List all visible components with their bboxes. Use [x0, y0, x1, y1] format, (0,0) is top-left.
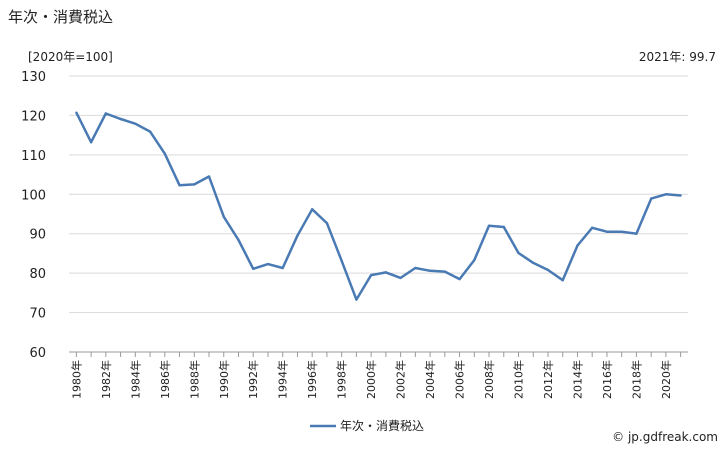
- x-tick-label: 2008年: [482, 360, 496, 399]
- y-tick-label: 60: [29, 346, 46, 361]
- data-point: [355, 298, 358, 301]
- data-point: [620, 230, 623, 233]
- data-point: [163, 152, 166, 155]
- y-tick-label: 130: [21, 70, 46, 85]
- x-tick-label: 1988年: [187, 360, 201, 399]
- x-tick-label: 2010年: [512, 360, 526, 399]
- x-tick-label: 2012年: [541, 360, 555, 399]
- data-point: [487, 224, 491, 228]
- y-tick-label: 100: [21, 188, 46, 203]
- data-point: [664, 193, 668, 196]
- x-tick-label: 1994年: [276, 360, 290, 399]
- y-tick-label: 90: [29, 228, 46, 243]
- data-point: [296, 234, 299, 237]
- data-point: [340, 259, 343, 263]
- latest-value: 2021年: 99.7: [638, 50, 716, 64]
- data-point: [443, 270, 447, 273]
- data-point: [502, 225, 505, 229]
- data-point: [428, 269, 432, 272]
- x-tick-label: 2016年: [600, 360, 614, 399]
- data-point: [414, 266, 417, 270]
- data-point: [473, 258, 476, 262]
- data-point: [193, 183, 196, 186]
- data-point: [178, 184, 181, 187]
- data-point: [605, 230, 609, 233]
- x-tick-label: 2000年: [364, 360, 378, 399]
- data-point: [237, 238, 240, 242]
- x-tick-label: 1992年: [246, 360, 260, 399]
- data-point: [458, 277, 461, 281]
- data-point: [635, 232, 638, 235]
- unit-note: [2020年=100]: [28, 50, 113, 64]
- x-tick-label: 2018年: [629, 360, 643, 399]
- data-point: [546, 268, 550, 272]
- data-point: [75, 111, 78, 114]
- chart-title: 年次・消費税込: [8, 8, 114, 26]
- data-point: [104, 112, 108, 115]
- x-tick-label: 1990年: [217, 360, 231, 399]
- data-point: [399, 276, 402, 280]
- x-tick-label: 1980年: [69, 360, 83, 399]
- y-tick-label: 110: [21, 149, 46, 164]
- data-point: [252, 267, 255, 271]
- data-point: [517, 251, 520, 255]
- data-point: [222, 215, 225, 218]
- data-point: [369, 273, 373, 277]
- data-point: [591, 226, 594, 229]
- y-tick-label: 120: [21, 109, 46, 124]
- y-tick-label: 80: [29, 267, 46, 282]
- data-point: [310, 208, 314, 211]
- data-point: [576, 244, 579, 247]
- data-point: [325, 221, 329, 225]
- data-point: [89, 141, 93, 144]
- x-tick-label: 1986年: [158, 360, 172, 399]
- data-point: [281, 266, 284, 270]
- data-point: [207, 175, 211, 178]
- data-point: [266, 262, 270, 266]
- x-tick-label: 1998年: [335, 360, 349, 399]
- x-tick-label: 1996年: [305, 360, 319, 399]
- x-tick-label: 1984年: [128, 360, 142, 399]
- data-point: [384, 271, 388, 274]
- series-line: [75, 112, 681, 301]
- x-tick-label: 2020年: [659, 360, 673, 399]
- y-tick-label: 70: [29, 307, 46, 322]
- x-tick-label: 1982年: [99, 360, 113, 399]
- data-point: [679, 194, 682, 197]
- data-point: [532, 261, 535, 265]
- data-point: [561, 279, 564, 282]
- x-tick-label: 2014年: [570, 360, 584, 399]
- data-point: [649, 197, 653, 200]
- legend-label: 年次・消費税込: [340, 418, 424, 433]
- source-credit: © jp.gdfreak.com: [612, 430, 718, 444]
- x-tick-label: 2004年: [423, 360, 437, 399]
- data-point: [148, 130, 152, 133]
- x-tick-label: 2002年: [394, 360, 408, 399]
- x-tick-label: 2006年: [453, 360, 467, 399]
- data-point: [134, 122, 137, 125]
- data-point: [119, 117, 122, 121]
